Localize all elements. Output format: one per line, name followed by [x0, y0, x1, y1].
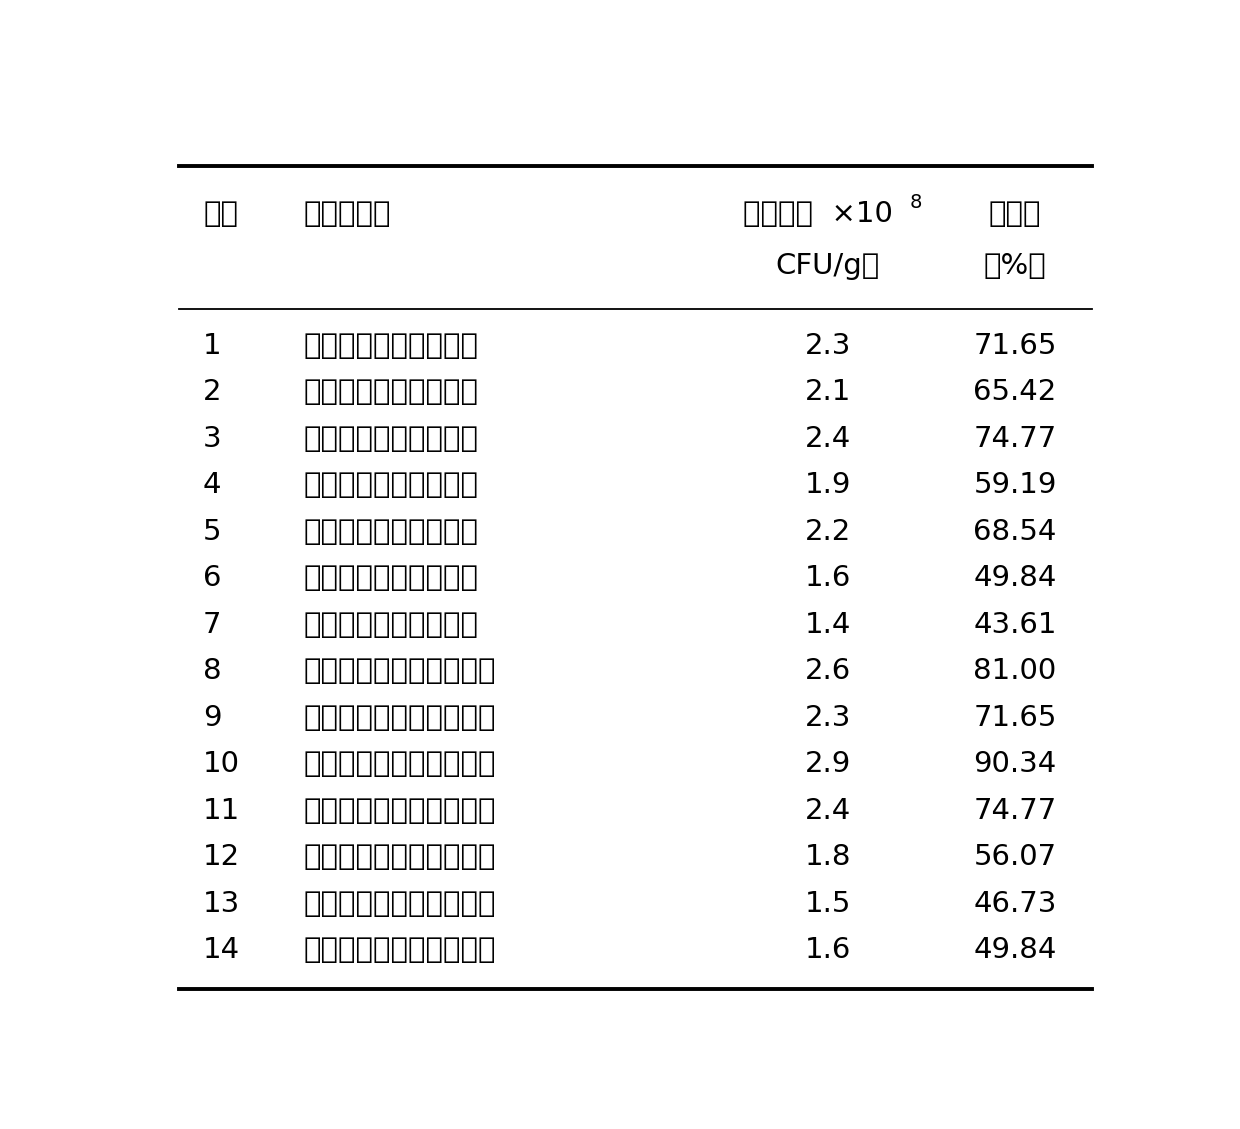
Text: 组装七层益生菌冻干微囊: 组装七层益生菌冻干微囊 — [304, 936, 496, 964]
Text: 组装四层益生菌冻干微囊: 组装四层益生菌冻干微囊 — [304, 797, 496, 825]
Text: 组装六层益生菌冻干微囊: 组装六层益生菌冻干微囊 — [304, 890, 496, 918]
Text: 10: 10 — [203, 751, 241, 778]
Text: 3: 3 — [203, 425, 222, 453]
Text: 46.73: 46.73 — [973, 890, 1056, 918]
Text: 14: 14 — [203, 936, 241, 964]
Text: 1.5: 1.5 — [805, 890, 851, 918]
Text: 11: 11 — [203, 797, 241, 825]
Text: 组装六层益生菌湿微囊: 组装六层益生菌湿微囊 — [304, 564, 479, 593]
Text: 74.77: 74.77 — [973, 797, 1056, 825]
Text: 1.8: 1.8 — [805, 843, 851, 872]
Text: 2.4: 2.4 — [805, 425, 851, 453]
Text: 49.84: 49.84 — [973, 936, 1056, 964]
Text: 8: 8 — [203, 657, 222, 685]
Text: 2.1: 2.1 — [805, 378, 851, 406]
Text: 43.61: 43.61 — [973, 611, 1056, 639]
Text: 2.6: 2.6 — [805, 657, 851, 685]
Text: 组装三层益生菌冻干微囊: 组装三层益生菌冻干微囊 — [304, 751, 496, 778]
Text: CFU/g）: CFU/g） — [775, 252, 880, 280]
Text: 组装一层益生菌湿微囊: 组装一层益生菌湿微囊 — [304, 332, 479, 360]
Text: 2.9: 2.9 — [805, 751, 851, 778]
Text: 65.42: 65.42 — [973, 378, 1056, 406]
Text: 7: 7 — [203, 611, 222, 639]
Text: 活菌数（  ×10: 活菌数（ ×10 — [743, 200, 893, 228]
Text: 71.65: 71.65 — [973, 703, 1056, 732]
Text: 71.65: 71.65 — [973, 332, 1056, 360]
Text: 组装二层益生菌冻干微囊: 组装二层益生菌冻干微囊 — [304, 703, 496, 732]
Text: 5: 5 — [203, 518, 222, 546]
Text: 1.9: 1.9 — [805, 472, 851, 499]
Text: 组装四层益生菌湿微囊: 组装四层益生菌湿微囊 — [304, 472, 479, 499]
Text: 68.54: 68.54 — [973, 518, 1056, 546]
Text: 74.77: 74.77 — [973, 425, 1056, 453]
Text: 1.6: 1.6 — [805, 564, 851, 593]
Text: 2: 2 — [203, 378, 222, 406]
Text: 4: 4 — [203, 472, 222, 499]
Text: 2.2: 2.2 — [805, 518, 851, 546]
Text: 9: 9 — [203, 703, 222, 732]
Text: 81.00: 81.00 — [973, 657, 1056, 685]
Text: 8: 8 — [909, 193, 921, 212]
Text: 12: 12 — [203, 843, 241, 872]
Text: 1.6: 1.6 — [805, 936, 851, 964]
Text: 1.4: 1.4 — [805, 611, 851, 639]
Text: 包埋率: 包埋率 — [988, 200, 1042, 228]
Text: 组装七层益生菌湿微囊: 组装七层益生菌湿微囊 — [304, 611, 479, 639]
Text: 2.3: 2.3 — [805, 332, 851, 360]
Text: 组装一层益生菌冻干微囊: 组装一层益生菌冻干微囊 — [304, 657, 496, 685]
Text: 90.34: 90.34 — [973, 751, 1056, 778]
Text: （%）: （%） — [983, 252, 1047, 280]
Text: 组装三层益生菌湿微囊: 组装三层益生菌湿微囊 — [304, 425, 479, 453]
Text: 2.4: 2.4 — [805, 797, 851, 825]
Text: 组装二层益生菌湿微囊: 组装二层益生菌湿微囊 — [304, 378, 479, 406]
Text: 编号: 编号 — [203, 200, 238, 228]
Text: 益生菌制剂: 益生菌制剂 — [304, 200, 392, 228]
Text: 13: 13 — [203, 890, 241, 918]
Text: 组装五层益生菌湿微囊: 组装五层益生菌湿微囊 — [304, 518, 479, 546]
Text: 1: 1 — [203, 332, 222, 360]
Text: 49.84: 49.84 — [973, 564, 1056, 593]
Text: 59.19: 59.19 — [973, 472, 1056, 499]
Text: 56.07: 56.07 — [973, 843, 1056, 872]
Text: 2.3: 2.3 — [805, 703, 851, 732]
Text: 组装五层益生菌冻干微囊: 组装五层益生菌冻干微囊 — [304, 843, 496, 872]
Text: 6: 6 — [203, 564, 222, 593]
